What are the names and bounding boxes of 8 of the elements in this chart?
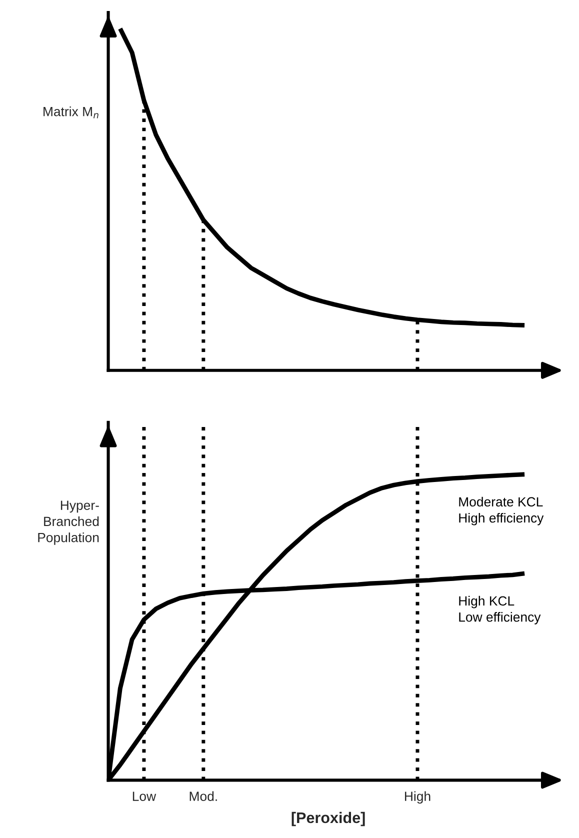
x-tick-label: Mod. [190, 791, 217, 801]
x-axis-title: [Peroxide] [292, 812, 365, 826]
series-label: Moderate KCL High efficiency [459, 496, 544, 526]
x-tick-label: High [405, 791, 430, 804]
y-axis-title: Hyper- Branched Population [38, 500, 99, 545]
series-label: High KCL Low efficiency [459, 596, 541, 624]
x-tick-label: Low [132, 792, 156, 801]
y-axis-title: Matrix M$_{n}$ [44, 106, 98, 118]
